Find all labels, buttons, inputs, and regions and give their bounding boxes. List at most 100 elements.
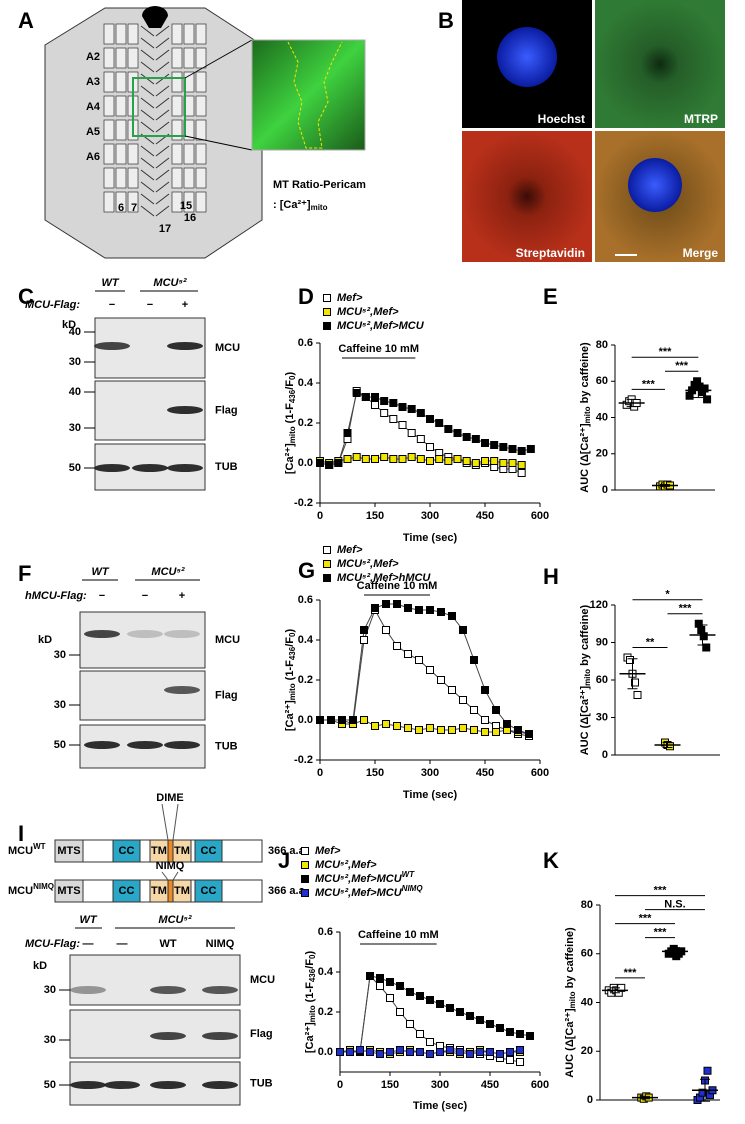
data-point [376,1050,384,1058]
data-point [352,453,361,461]
size-marker: 50 [69,462,81,474]
y-tick-label: 0.4 [318,966,334,978]
muscle-segment [171,71,183,93]
data-point [453,455,462,463]
nucleus [628,158,682,212]
band [94,464,130,472]
band [127,630,163,638]
construct-name: MCUNIMQ [8,882,54,897]
muscle-segment [103,71,115,93]
motif-connector [161,803,169,841]
legend-label: Mef> [337,544,363,556]
text-piece: AUC (Δ[Ca²⁺] [579,686,591,756]
data-point [406,1020,414,1028]
lane-label: − [147,299,153,311]
x-tick-label: 0 [317,767,323,779]
muscle-segment [171,167,183,189]
data-point [699,632,708,641]
pericam-image [251,39,366,151]
muscle-segment [183,23,195,45]
significance-label: *** [624,967,638,979]
data-point [426,724,434,732]
muscle-segment [115,143,127,165]
muscle-segment [127,23,139,45]
motif-connector [172,803,179,841]
y-axis-label: AUC (Δ[Ca²⁺]mito by caffeine) [579,342,592,493]
text-piece: mito [288,683,297,700]
size-marker: 30 [54,699,66,711]
data-point [462,457,471,465]
data-point [360,626,368,634]
legend-name: MCU⁵²,Mef> [315,859,377,871]
data-point [389,399,398,407]
data-point [393,600,401,608]
band-label: MCU [215,634,240,646]
data-point [393,642,401,650]
text-piece: /F [284,637,296,647]
band [84,630,120,638]
text-piece: WT [33,842,46,851]
y-tick-label: 0.2 [298,674,313,686]
y-tick-label: 0.4 [298,377,314,389]
domain-label: TM [174,845,190,857]
y-tick-label: 0 [587,1094,593,1106]
data-point [436,1048,444,1056]
size-marker: 30 [44,1034,56,1046]
y-tick-label: 40 [596,411,608,423]
legend-name: Mef> [315,845,341,857]
muscle-number: 17 [159,223,171,235]
data-point [380,397,389,405]
panel-label: G [298,558,315,583]
muscle-segment [115,167,127,189]
lane-label: + [179,590,185,602]
y-tick-label: 0.0 [298,457,313,469]
panel-label: F [18,561,31,586]
text-piece: ) [284,372,296,376]
band-label: Flag [250,1028,273,1040]
text-piece: : [Ca²⁺] [273,199,311,211]
data-point [476,1048,484,1056]
x-tick-label: 600 [531,510,549,522]
data-point [338,716,346,724]
x-tick-label: 600 [531,1079,549,1091]
y-tick-label: 40 [581,996,593,1008]
band-label: TUB [215,461,238,473]
text-piece: NIMQ [33,882,54,891]
data-point [386,978,394,986]
data-point [481,728,489,736]
legend-name: MCU⁵²,Mef> [337,306,399,318]
data-point [476,1016,484,1024]
y-tick-label: 60 [581,948,593,960]
y-tick-label: 20 [596,448,608,460]
band [167,342,203,350]
muscle-fiber [140,205,155,217]
legend-label: MCU⁵²,Mef>MCUNIMQ [315,884,423,899]
domain-label: MTS [57,885,80,897]
domain-label: CC [201,885,217,897]
band [202,1081,238,1089]
data-point [506,1048,514,1056]
text-piece: mito [308,1005,317,1022]
lane-label: NIMQ [206,938,235,950]
data-point [526,1032,534,1040]
length-label: 366 a.a. [268,885,308,897]
size-marker: 40 [69,326,81,338]
data-point [386,1048,394,1056]
text-piece: MCU [8,885,33,897]
series-line [319,392,531,466]
y-tick-label: 80 [596,339,608,351]
significance-label: *** [654,885,668,897]
data-point [444,425,453,433]
data-point [316,716,324,724]
data-point [426,415,434,423]
legend-label: MCU⁵²,Mef>MCU [337,320,425,332]
text-piece: 436 [308,968,317,982]
data-point [360,636,368,644]
motif-region [167,839,174,863]
legend-name: MCU⁵²,Mef> [337,558,399,570]
data-point [371,722,379,730]
data-point [382,720,390,728]
segment-label: A6 [86,151,100,163]
row-label: hMCU-Flag: [25,590,87,602]
